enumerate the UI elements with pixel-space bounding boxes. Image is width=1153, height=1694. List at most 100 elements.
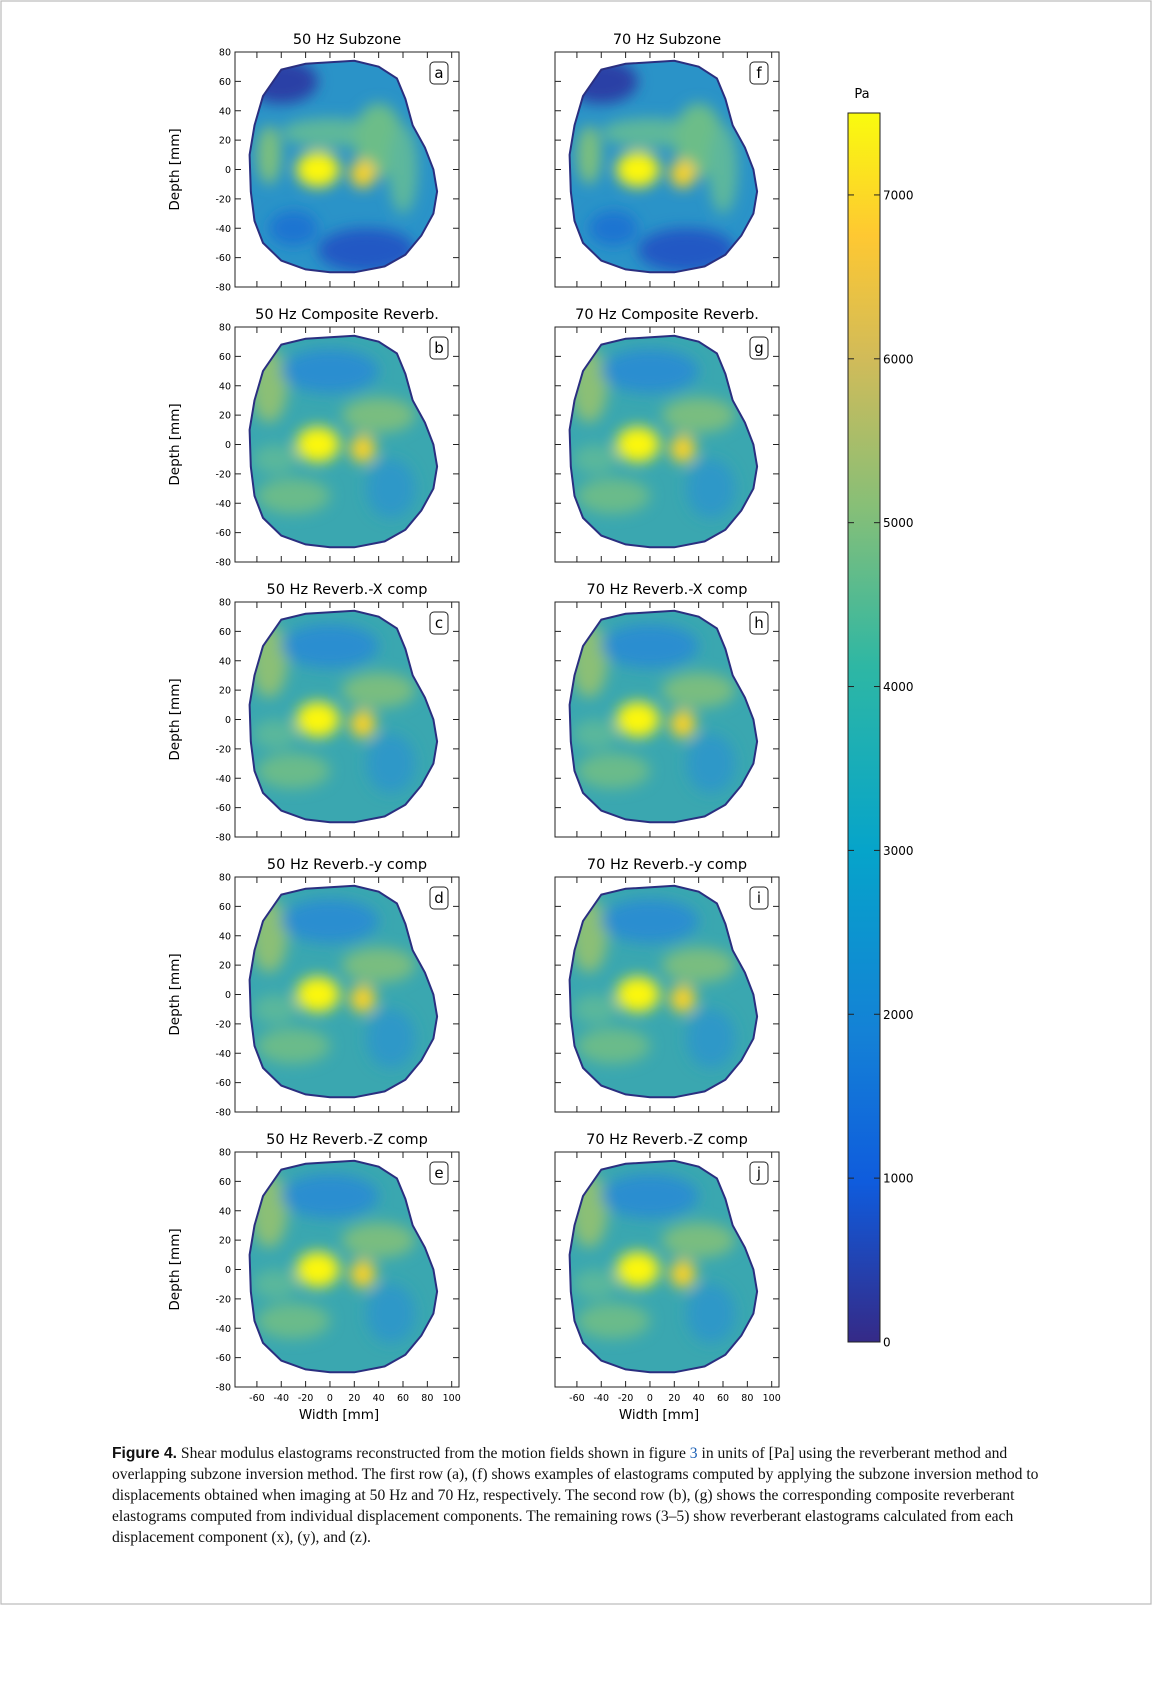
y-tick-label: 40 [219, 656, 231, 667]
panel-letter: a [434, 64, 443, 82]
y-tick-label: 20 [219, 136, 231, 147]
panel-letter: d [434, 889, 444, 907]
texture-blob [281, 899, 379, 943]
colorbar-tick-label: 6000 [883, 352, 914, 366]
texture-blob [388, 125, 417, 213]
texture-blob [253, 444, 297, 473]
y-tick-label: 40 [219, 106, 231, 117]
panel-title: 70 Hz Reverb.-y comp [587, 857, 747, 873]
x-tick-label: 100 [443, 1393, 461, 1404]
stiff-region [304, 1259, 332, 1281]
panel-title: 70 Hz Reverb.-Z comp [586, 1132, 748, 1148]
panel-title: 70 Hz Reverb.-X comp [586, 582, 747, 598]
y-tick-label: -80 [215, 833, 231, 844]
texture-blob [366, 459, 415, 518]
texture-blob [686, 734, 735, 793]
y-tick-label: -40 [215, 1324, 231, 1335]
y-tick-label: 40 [219, 381, 231, 392]
texture-blob [342, 397, 415, 432]
texture-blob [686, 459, 735, 518]
y-axis-label: Depth [mm] [167, 678, 183, 760]
page: Pa 50 Hz Subzonea-80-60-40-20020406080De… [0, 0, 1153, 1694]
texture-blob [565, 59, 638, 103]
texture-blob [269, 211, 318, 246]
y-tick-label: -60 [215, 253, 231, 264]
panel-title: 70 Hz Subzone [613, 32, 721, 48]
texture-blob [573, 994, 617, 1023]
colorbar-label: Pa [854, 87, 869, 102]
y-tick-label: 0 [225, 165, 231, 176]
x-tick-label: 40 [693, 1393, 705, 1404]
y-tick-label: -20 [215, 469, 231, 480]
y-tick-label: 0 [225, 990, 231, 1001]
stiff-region [624, 1259, 652, 1281]
texture-blob [571, 899, 608, 973]
texture-blob [686, 1009, 735, 1068]
texture-blob [577, 125, 601, 184]
texture-blob [662, 1222, 735, 1257]
y-tick-label: 60 [219, 77, 231, 88]
x-tick-label: 20 [668, 1393, 680, 1404]
stiff-region [670, 985, 696, 1013]
stiff-region [624, 159, 652, 181]
texture-blob [638, 228, 736, 272]
colorbar-tick-label: 5000 [883, 516, 914, 530]
panel-letter: e [434, 1164, 443, 1182]
panel-letter: j [756, 1164, 761, 1182]
y-tick-label: -40 [215, 224, 231, 235]
y-tick-label: 80 [219, 323, 231, 334]
x-tick-label: -20 [298, 1393, 314, 1404]
texture-blob [253, 1269, 297, 1298]
x-tick-label: 80 [421, 1393, 433, 1404]
x-tick-label: 100 [763, 1393, 781, 1404]
y-tick-label: -80 [215, 1108, 231, 1119]
x-axis-label: Width [mm] [619, 1407, 699, 1423]
y-tick-label: -80 [215, 558, 231, 569]
texture-blob [281, 349, 379, 393]
texture-blob [251, 1174, 288, 1248]
texture-blob [601, 899, 699, 943]
y-tick-label: 20 [219, 1236, 231, 1247]
texture-blob [571, 349, 608, 423]
texture-blob [251, 349, 288, 423]
y-tick-label: -60 [215, 1078, 231, 1089]
x-tick-label: 80 [741, 1393, 753, 1404]
stiff-region [304, 434, 332, 456]
y-tick-label: 60 [219, 352, 231, 363]
y-tick-label: 60 [219, 627, 231, 638]
y-tick-label: -40 [215, 499, 231, 510]
panel-title: 50 Hz Reverb.-X comp [266, 582, 427, 598]
figure-link[interactable]: 3 [690, 1445, 698, 1462]
texture-blob [281, 624, 379, 668]
y-tick-label: -20 [215, 744, 231, 755]
y-tick-label: -20 [215, 1019, 231, 1030]
x-tick-label: 40 [373, 1393, 385, 1404]
caption-label: Figure 4. [112, 1445, 177, 1462]
texture-blob [601, 624, 699, 668]
texture-blob [253, 719, 297, 748]
texture-blob [573, 719, 617, 748]
stiff-region [350, 985, 376, 1013]
texture-blob [573, 444, 617, 473]
y-tick-label: 40 [219, 1206, 231, 1217]
texture-blob [601, 349, 699, 393]
stiff-region [670, 1260, 696, 1288]
texture-blob [686, 1284, 735, 1343]
texture-blob [366, 1009, 415, 1068]
y-tick-label: 80 [219, 873, 231, 884]
texture-blob [589, 211, 638, 246]
stiff-region [350, 710, 376, 738]
y-tick-label: 80 [219, 48, 231, 59]
y-tick-label: 20 [219, 961, 231, 972]
y-tick-label: 0 [225, 715, 231, 726]
y-tick-label: -20 [215, 194, 231, 205]
y-tick-label: -60 [215, 1353, 231, 1364]
panel-letter: c [435, 614, 443, 632]
x-tick-label: 0 [647, 1393, 653, 1404]
y-tick-label: -60 [215, 528, 231, 539]
texture-blob [251, 899, 288, 973]
texture-blob [577, 753, 650, 788]
texture-blob [573, 1269, 617, 1298]
stiff-region [304, 709, 332, 731]
stiff-region [350, 1260, 376, 1288]
